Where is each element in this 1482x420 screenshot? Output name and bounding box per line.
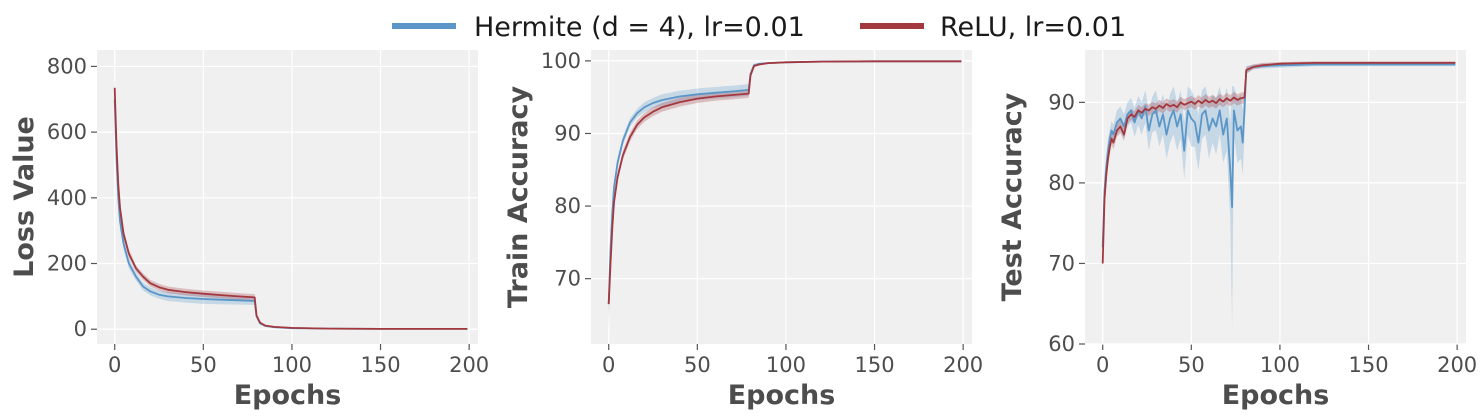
tick-label-x: 200: [449, 353, 489, 377]
tick-label-x: 0: [108, 353, 121, 377]
band-hermite-test-accuracy: [1102, 62, 1456, 328]
panel-train-accuracy: 0 50 100 150 200 70 80 90 100 Epochs Train Accurac…: [503, 49, 983, 411]
tick-label-x: 50: [1178, 353, 1205, 377]
tick-label-x: 150: [360, 353, 400, 377]
tick-label-y: 80: [554, 194, 581, 218]
x-axis-label-test-accuracy: Epochs: [1222, 380, 1330, 411]
y-axis-label-test-accuracy: Test Accuracy: [997, 92, 1028, 301]
tick-label-x: 0: [1096, 353, 1109, 377]
y-axis-label-loss: Loss Value: [9, 116, 40, 278]
legend-label-relu: ReLU, lr=0.01: [940, 12, 1126, 43]
tick-label-x: 150: [854, 353, 894, 377]
tick-label-x: 100: [766, 353, 806, 377]
tick-label-x: 200: [943, 353, 983, 377]
tick-label-y: 60: [1048, 332, 1075, 356]
panel-loss: 0 50 100 150 200 0 200 400 600 800 Epochs Loss Valu…: [9, 50, 489, 411]
tick-label-y: 90: [554, 121, 581, 145]
tick-label-x: 200: [1437, 353, 1477, 377]
tick-label-x: 150: [1348, 353, 1388, 377]
tick-label-y: 90: [1048, 90, 1075, 114]
plot-area-loss: [97, 50, 478, 344]
tick-label-x: 0: [602, 353, 615, 377]
x-axis-label-loss: Epochs: [234, 380, 342, 411]
line-relu-loss: [113, 87, 468, 330]
line-hermite-test-accuracy: [1101, 63, 1456, 248]
tick-label-y: 100: [541, 49, 581, 73]
line-relu-test-accuracy: [1101, 62, 1456, 264]
tick-label-y: 80: [1048, 171, 1075, 195]
tick-label-x: 50: [190, 353, 217, 377]
tick-label-y: 70: [1048, 251, 1075, 275]
legend-label-hermite: Hermite (d = 4), lr=0.01: [474, 12, 805, 43]
x-axis-label-train-accuracy: Epochs: [728, 380, 836, 411]
legend: Hermite (d = 4), lr=0.01 ReLU, lr=0.01: [392, 12, 1126, 43]
tick-label-y: 200: [47, 252, 87, 276]
panel-test-accuracy: 0 50 100 150 200 60 70 80 90 Epochs Test Accuracy: [997, 50, 1477, 411]
tick-label-y: 70: [554, 267, 581, 291]
tick-label-y: 0: [74, 317, 87, 341]
line-relu-train-accuracy: [607, 60, 962, 305]
tick-label-y: 400: [47, 186, 87, 210]
y-axis-label-train-accuracy: Train Accuracy: [503, 86, 534, 309]
tick-label-y: 600: [47, 120, 87, 144]
plot-area-test-accuracy: [1085, 50, 1466, 344]
tick-label-x: 50: [684, 353, 711, 377]
tick-label-y: 800: [47, 54, 87, 78]
tick-label-x: 100: [1260, 353, 1300, 377]
plot-area-train-accuracy: [591, 50, 972, 344]
tick-label-x: 100: [272, 353, 312, 377]
